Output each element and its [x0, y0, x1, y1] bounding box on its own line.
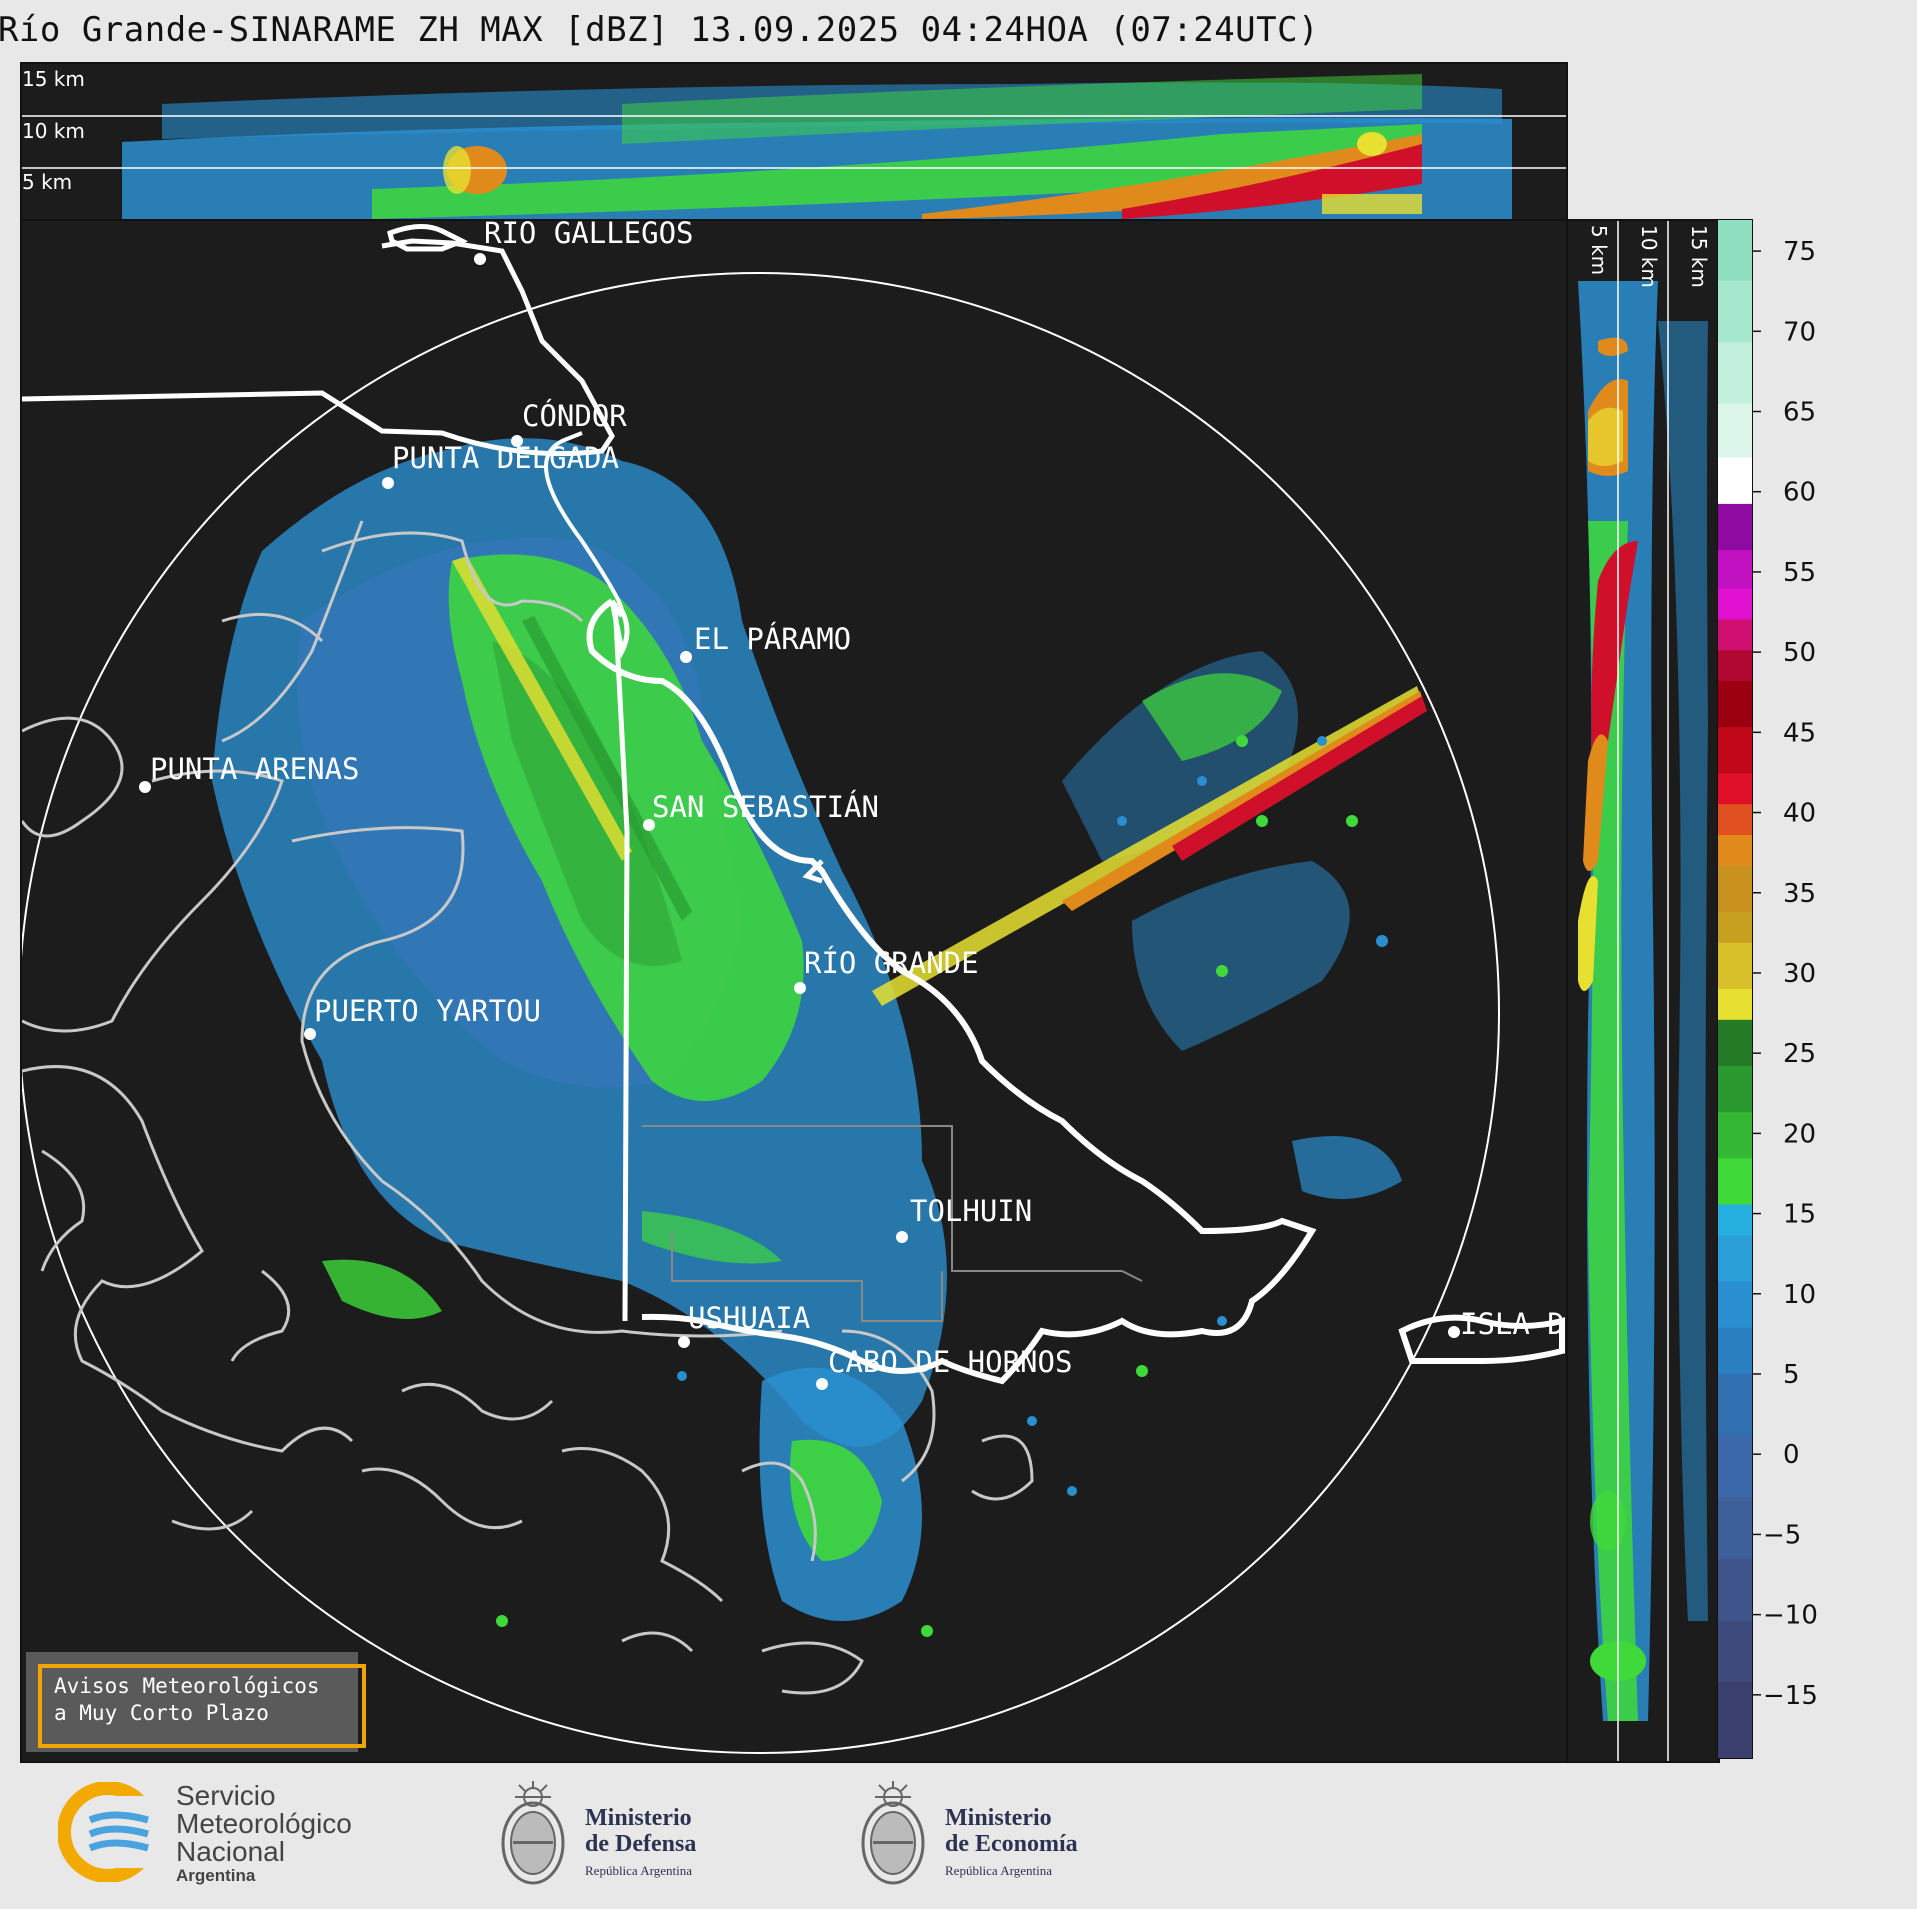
warning-line-1: Avisos Meteorológicos [54, 1674, 320, 1698]
border-lines [22, 224, 1565, 1385]
right-height-label-10: 10 km [1637, 225, 1661, 288]
colorbar-tick-label: 10 [1783, 1280, 1816, 1310]
colorbar-gradient [1717, 219, 1753, 1759]
city-marker-ushuaia [678, 1336, 690, 1348]
coastlines [22, 520, 1034, 1695]
colorbar-tick-label: 0 [1783, 1440, 1800, 1470]
range-ring [22, 272, 1500, 1754]
top-height-label-15: 15 km [22, 67, 85, 91]
colorbar-tick-label: 70 [1783, 317, 1816, 347]
city-label-tolhuin: TOLHUIN [910, 1194, 1032, 1228]
city-label-rio-gallegos: RÍO GALLEGOS [484, 221, 694, 250]
colorbar [1717, 219, 1753, 1759]
smn-logo: Servicio Meteorológico Nacional Argentin… [58, 1782, 388, 1892]
warning-box[interactable]: Avisos Meteorológicos a Muy Corto Plazo [26, 1652, 366, 1752]
city-markers [139, 253, 1460, 1390]
colorbar-tick-label: −5 [1763, 1520, 1801, 1550]
reflectivity-echoes [212, 438, 1427, 1637]
colorbar-tick-label: 65 [1783, 398, 1816, 428]
city-label-punta-delgada: PUNTA DELGADA [392, 441, 619, 475]
chart-title: Río Grande-SINARAME ZH MAX [dBZ] 13.09.2… [0, 10, 1320, 50]
colorbar-ticks: 75 70 65 60 55 50 45 40 35 30 25 20 15 10 5 0 −5 −10 −15 [1753, 219, 1917, 1759]
smn-logo-icon [58, 1782, 158, 1882]
smn-line-2: Meteorológico [176, 1808, 352, 1839]
defensa-line-3: República Argentina [585, 1863, 692, 1878]
smn-line-4: Argentina [176, 1866, 256, 1885]
smn-line-1: Servicio [176, 1780, 276, 1811]
city-marker-san-sebastian [643, 819, 655, 831]
right-height-label-5: 5 km [1587, 225, 1611, 275]
colorbar-tick-label: 30 [1783, 959, 1816, 989]
footer-logos: Servicio Meteorológico Nacional Argentin… [0, 1762, 1917, 1909]
colorbar-tick-label: 55 [1783, 558, 1816, 588]
colorbar-tick-label: 50 [1783, 638, 1816, 668]
top-cross-section-panel: 15 km 10 km 5 km [20, 62, 1568, 221]
defensa-line-1: Ministerio [585, 1805, 692, 1831]
warning-line-2: a Muy Corto Plazo [54, 1701, 269, 1725]
colorbar-tick-label: 25 [1783, 1039, 1816, 1069]
city-labels: RÍO GALLEGOS CÓNDOR PUNTA DELGADA EL PÁR… [150, 221, 1566, 1379]
colorbar-tick-label: 35 [1783, 879, 1816, 909]
city-marker-el-paramo [680, 651, 692, 663]
warning-label[interactable]: Avisos Meteorológicos a Muy Corto Plazo [38, 1664, 366, 1748]
colorbar-tick-label: 40 [1783, 799, 1816, 829]
city-marker-isla-de-los-estados [1448, 1326, 1460, 1338]
city-label-punta-arenas: PUNTA ARENAS [150, 752, 360, 786]
economia-logo: Ministerio de Economía República Argenti… [855, 1777, 1155, 1902]
province-border [642, 1125, 1143, 1322]
city-label-ushuaia: USHUAIA [688, 1301, 810, 1335]
city-marker-punta-arenas [139, 781, 151, 793]
colorbar-tick-label: 60 [1783, 478, 1816, 508]
city-label-el-paramo: EL PÁRAMO [694, 622, 851, 656]
colorbar-tick-label: 15 [1783, 1200, 1816, 1230]
colorbar-tick-label: −15 [1763, 1681, 1818, 1711]
city-label-cabo-de-hornos: CABO DE HORNOS [828, 1345, 1072, 1379]
economia-line-3: República Argentina [945, 1863, 1052, 1878]
defensa-line-2: de Defensa [585, 1831, 697, 1857]
city-label-san-sebastian: SAN SEBASTIÁN [652, 790, 879, 824]
colorbar-tick-label: −10 [1763, 1601, 1818, 1631]
colorbar-tick-label: 20 [1783, 1119, 1816, 1149]
economia-line-2: de Economía [945, 1831, 1078, 1857]
coat-of-arms-icon [861, 1781, 925, 1885]
city-label-rio-grande: RÍO GRANDE [804, 946, 979, 980]
right-height-label-15: 15 km [1687, 225, 1711, 288]
city-marker-rio-grande [794, 982, 806, 994]
colorbar-tick-label: 75 [1783, 237, 1816, 267]
economia-line-1: Ministerio [945, 1805, 1052, 1831]
city-marker-puerto-yartou [304, 1028, 316, 1040]
city-label-puerto-yartou: PUERTO YARTOU [314, 994, 541, 1028]
top-height-label-10: 10 km [22, 119, 85, 143]
colorbar-tick-label: 5 [1783, 1360, 1800, 1390]
coat-of-arms-icon [501, 1781, 565, 1885]
city-label-condor: CÓNDOR [522, 399, 627, 433]
right-echoes [1578, 281, 1708, 1721]
radar-map-panel[interactable]: RÍO GALLEGOS CÓNDOR PUNTA DELGADA EL PÁR… [20, 219, 1568, 1763]
top-height-label-5: 5 km [22, 170, 72, 194]
right-cross-section-panel: 5 km 10 km 15 km [1566, 219, 1720, 1763]
city-marker-punta-delgada [382, 477, 394, 489]
colorbar-tick-label: 45 [1783, 718, 1816, 748]
defensa-logo: Ministerio de Defensa República Argentin… [495, 1777, 755, 1902]
smn-line-3: Nacional [176, 1836, 285, 1867]
city-marker-condor [511, 435, 523, 447]
city-marker-cabo-de-hornos [816, 1378, 828, 1390]
city-label-isla-de-los-estados: ISLA DE LOS ESTADOS [1460, 1307, 1566, 1341]
city-marker-tolhuin [896, 1231, 908, 1243]
top-echoes [122, 74, 1512, 219]
city-marker-rio-gallegos [474, 253, 486, 265]
